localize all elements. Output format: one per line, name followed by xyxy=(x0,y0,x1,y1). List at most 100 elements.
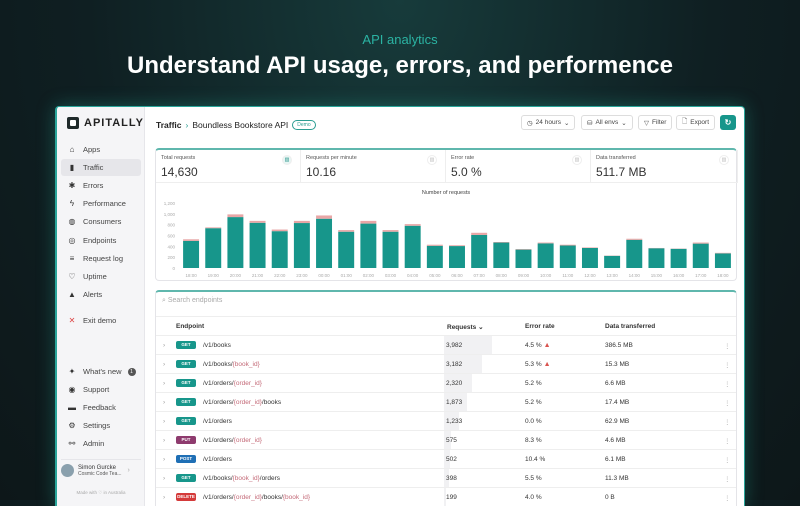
bar-segment[interactable] xyxy=(715,253,731,268)
bar-segment[interactable] xyxy=(272,231,288,268)
bar-segment[interactable] xyxy=(227,217,243,268)
row-menu-icon[interactable]: ⋮ xyxy=(724,342,731,350)
bar-segment[interactable] xyxy=(648,248,664,268)
bar-error-segment[interactable] xyxy=(626,239,642,240)
col-data-transferred[interactable]: Data transferred xyxy=(605,323,655,330)
row-menu-icon[interactable]: ⋮ xyxy=(724,380,731,388)
bar-error-segment[interactable] xyxy=(316,215,332,218)
bar-segment[interactable] xyxy=(693,244,709,268)
bar-error-segment[interactable] xyxy=(449,245,465,246)
bar-segment[interactable] xyxy=(183,241,199,268)
bar-error-segment[interactable] xyxy=(560,245,576,246)
bar-segment[interactable] xyxy=(383,232,399,268)
chart-toggle-icon[interactable]: ▥ xyxy=(427,155,437,165)
row-menu-icon[interactable]: ⋮ xyxy=(724,418,731,426)
expand-chevron-icon[interactable]: › xyxy=(163,437,165,444)
bar-error-segment[interactable] xyxy=(294,221,310,223)
bar-segment[interactable] xyxy=(626,240,642,268)
sidebar-item-support[interactable]: ◉Support xyxy=(61,381,141,398)
bar-error-segment[interactable] xyxy=(471,233,487,235)
bar-segment[interactable] xyxy=(294,223,310,268)
search-endpoints[interactable]: ⌕ Search endpoints xyxy=(162,297,222,305)
sidebar-item-errors[interactable]: ✱Errors xyxy=(61,177,141,194)
bar-error-segment[interactable] xyxy=(582,247,598,248)
bar-error-segment[interactable] xyxy=(538,243,554,244)
bar-error-segment[interactable] xyxy=(360,221,376,224)
sidebar-item-feedback[interactable]: ▬Feedback xyxy=(61,399,141,416)
export-button[interactable]: 🗋Export xyxy=(676,115,715,130)
bar-segment[interactable] xyxy=(471,235,487,268)
expand-chevron-icon[interactable]: › xyxy=(163,475,165,482)
bar-error-segment[interactable] xyxy=(205,227,221,228)
col-endpoint[interactable]: Endpoint xyxy=(176,323,204,330)
bar-error-segment[interactable] xyxy=(272,230,288,232)
env-select[interactable]: ⛁All envs⌄ xyxy=(581,115,633,130)
bar-segment[interactable] xyxy=(493,243,509,268)
bar-error-segment[interactable] xyxy=(338,230,354,232)
expand-chevron-icon[interactable]: › xyxy=(163,361,165,368)
bar-error-segment[interactable] xyxy=(516,249,532,250)
period-select[interactable]: ◷24 hours⌄ xyxy=(521,115,575,130)
sidebar-item-endpoints[interactable]: ◎Endpoints xyxy=(61,232,141,249)
bar-segment[interactable] xyxy=(405,226,421,268)
brand-logo[interactable]: APITALLY xyxy=(67,117,144,129)
row-menu-icon[interactable]: ⋮ xyxy=(724,399,731,407)
expand-chevron-icon[interactable]: › xyxy=(163,342,165,349)
bar-error-segment[interactable] xyxy=(693,243,709,244)
col-error-rate[interactable]: Error rate xyxy=(525,323,555,330)
sidebar-item-alerts[interactable]: ▲Alerts xyxy=(61,286,141,303)
bar-segment[interactable] xyxy=(316,219,332,268)
expand-chevron-icon[interactable]: › xyxy=(163,418,165,425)
bar-segment[interactable] xyxy=(338,232,354,268)
bar-segment[interactable] xyxy=(449,246,465,268)
chart-toggle-icon[interactable]: ▥ xyxy=(719,155,729,165)
bar-segment[interactable] xyxy=(538,243,554,268)
bar-error-segment[interactable] xyxy=(383,230,399,232)
breadcrumb-app[interactable]: Boundless Bookstore API xyxy=(192,120,288,130)
sidebar-item-uptime[interactable]: ♡Uptime xyxy=(61,268,141,285)
sidebar-item-consumers[interactable]: ◍Consumers xyxy=(61,213,141,230)
bar-segment[interactable] xyxy=(671,249,687,268)
bar-error-segment[interactable] xyxy=(183,239,199,241)
bar-segment[interactable] xyxy=(582,248,598,268)
sidebar-item-exit-demo[interactable]: ✕Exit demo xyxy=(61,312,141,329)
row-menu-icon[interactable]: ⋮ xyxy=(724,475,731,483)
table-row[interactable]: ›DELETE/v1/orders/{order_id}/books/{book… xyxy=(156,487,736,506)
sidebar-item-request-log[interactable]: ≡Request log xyxy=(61,250,141,267)
bar-segment[interactable] xyxy=(360,224,376,268)
bar-error-segment[interactable] xyxy=(227,214,243,217)
sidebar-item-traffic[interactable]: ▮Traffic xyxy=(61,159,141,176)
bar-segment[interactable] xyxy=(560,246,576,268)
bar-error-segment[interactable] xyxy=(427,245,443,246)
col-requests[interactable]: Requests ⌄ xyxy=(447,323,484,331)
expand-chevron-icon[interactable]: › xyxy=(163,456,165,463)
sidebar-item-admin[interactable]: ⚯Admin xyxy=(61,435,141,452)
row-menu-icon[interactable]: ⋮ xyxy=(724,361,731,369)
bar-error-segment[interactable] xyxy=(493,242,509,243)
expand-chevron-icon[interactable]: › xyxy=(163,399,165,406)
bar-error-segment[interactable] xyxy=(715,253,731,254)
chart-toggle-icon[interactable]: ▥ xyxy=(572,155,582,165)
bar-segment[interactable] xyxy=(604,256,620,268)
sidebar-item-settings[interactable]: ⚙Settings xyxy=(61,417,141,434)
row-menu-icon[interactable]: ⋮ xyxy=(724,437,731,445)
refresh-button[interactable]: ↻ xyxy=(720,115,736,130)
bar-segment[interactable] xyxy=(427,246,443,268)
filter-button[interactable]: ▽Filter xyxy=(638,115,672,130)
bar-segment[interactable] xyxy=(205,228,221,268)
expand-chevron-icon[interactable]: › xyxy=(163,380,165,387)
row-menu-icon[interactable]: ⋮ xyxy=(724,456,731,464)
bar-error-segment[interactable] xyxy=(250,221,266,223)
row-menu-icon[interactable]: ⋮ xyxy=(724,494,731,502)
